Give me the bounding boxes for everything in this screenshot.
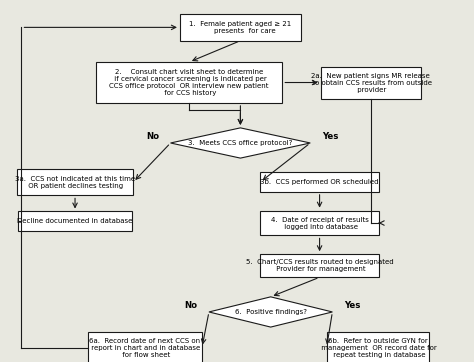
Text: 6a.  Record date of next CCS on
 report in chart and in database
 for flow sheet: 6a. Record date of next CCS on report in… — [89, 337, 201, 358]
Text: 5.  Chart/CCS results routed to designated
 Provider for management: 5. Chart/CCS results routed to designate… — [246, 259, 393, 272]
FancyBboxPatch shape — [321, 67, 421, 98]
FancyBboxPatch shape — [88, 332, 202, 362]
FancyBboxPatch shape — [260, 172, 379, 192]
Text: Decline documented in database: Decline documented in database — [18, 218, 133, 224]
FancyBboxPatch shape — [17, 169, 133, 195]
FancyBboxPatch shape — [180, 14, 301, 41]
Polygon shape — [171, 128, 310, 158]
Text: 2.    Consult chart visit sheet to determine
 if cervical cancer screening is in: 2. Consult chart visit sheet to determin… — [109, 69, 269, 96]
Text: Yes: Yes — [322, 132, 338, 141]
Polygon shape — [209, 297, 332, 327]
Text: 1.  Female patient aged ≥ 21
    presents  for care: 1. Female patient aged ≥ 21 presents for… — [189, 21, 292, 34]
Text: No: No — [146, 132, 159, 141]
FancyBboxPatch shape — [260, 211, 379, 235]
Text: No: No — [184, 301, 197, 310]
Text: 6.  Positive findings?: 6. Positive findings? — [235, 309, 307, 315]
Text: 3a.  CCS not indicated at this time
 OR patient declines testing: 3a. CCS not indicated at this time OR pa… — [15, 176, 135, 189]
FancyBboxPatch shape — [18, 211, 132, 231]
Text: 4.  Date of receipt of results
 logged into database: 4. Date of receipt of results logged int… — [271, 216, 368, 230]
FancyBboxPatch shape — [260, 254, 379, 277]
Text: 3b.  CCS performed OR scheduled: 3b. CCS performed OR scheduled — [260, 179, 379, 185]
Text: 2a.  New patient signs MR release
 to obtain CCS results from outside
 provider: 2a. New patient signs MR release to obta… — [310, 72, 432, 93]
FancyBboxPatch shape — [327, 332, 429, 362]
Text: 6b.  Refer to outside GYN for
 management  OR record date for
 repeat testing in: 6b. Refer to outside GYN for management … — [319, 337, 437, 358]
FancyBboxPatch shape — [96, 62, 283, 103]
Text: Yes: Yes — [344, 301, 360, 310]
Text: 3.  Meets CCS office protocol?: 3. Meets CCS office protocol? — [188, 140, 292, 146]
